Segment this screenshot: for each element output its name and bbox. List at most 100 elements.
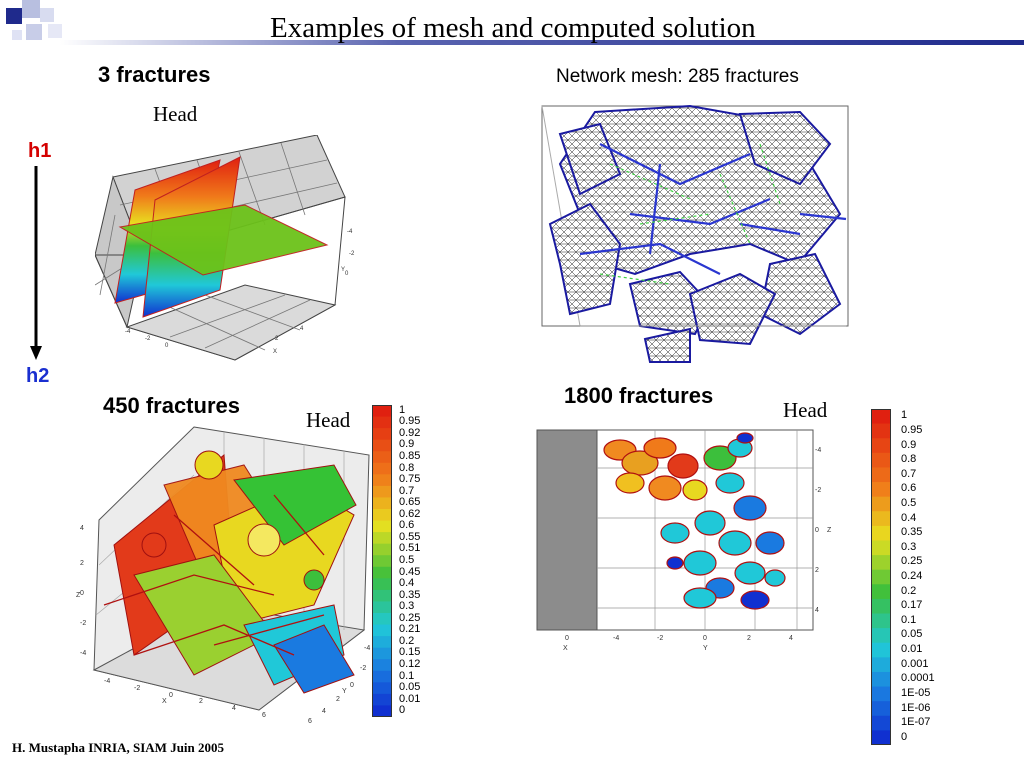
colorbar-swatch (372, 647, 392, 660)
colorbar-swatch (871, 613, 891, 629)
logo-squares (6, 0, 62, 40)
h1-label: h1 (28, 140, 52, 162)
colorbar-tick-label: 0.6 (399, 519, 415, 532)
y-tick: 0 (350, 682, 354, 689)
network-mesh-plot (541, 104, 849, 363)
colorbar-tick-label: 0.3 (901, 540, 917, 553)
colorbar-tick-label: 0.7 (399, 484, 415, 497)
z-tick: 0 (80, 590, 84, 597)
colorbar-swatch (871, 686, 891, 702)
fractures-450-plot: 4 2 0 -2 -4 Z -4 -2 0 2 4 6 X -4 -2 0 2 … (76, 426, 370, 725)
z-axis-label: Z (827, 527, 832, 534)
z-tick: 4 (80, 525, 84, 532)
y-tick: -2 (657, 635, 663, 642)
colorbar-swatch (871, 409, 891, 425)
svg-text:-4: -4 (125, 329, 131, 335)
colorbar-swatch (871, 657, 891, 673)
head-gradient-arrow (30, 166, 42, 360)
colorbar-tick-label: 0.85 (399, 450, 421, 462)
h2-label: h2 (26, 365, 50, 387)
colorbar-tick-label: 0.05 (399, 681, 421, 694)
network-mesh-title: Network mesh: 285 fractures (556, 66, 799, 87)
colorbar-tick-label: 1E-06 (901, 701, 931, 714)
colorbar-swatch (871, 642, 891, 658)
z-tick: -2 (815, 487, 821, 494)
colorbar-swatch (871, 628, 891, 644)
colorbar-swatch (871, 701, 891, 717)
three-fractures-title: 3 fractures (98, 62, 211, 87)
colorbar-swatch (372, 474, 392, 487)
colorbar-tick-label: 0.21 (399, 623, 421, 636)
three-fractures-head-label: Head (153, 102, 198, 126)
colorbar-swatch (871, 540, 891, 556)
colorbar-tick-label: 0 (901, 730, 908, 743)
colorbar-swatch (372, 589, 392, 603)
svg-text:X: X (273, 349, 277, 355)
y-tick: 2 (336, 696, 340, 703)
svg-text:Y: Y (341, 267, 345, 273)
colorbar-swatch (372, 428, 392, 441)
colorbar-tick-label: 0.01 (399, 692, 421, 705)
colorbar-tick-label: 0.001 (901, 657, 929, 670)
fractures-1800-plot: -4 -2 0 2 4 Z 0 X -4 -2 0 2 4 Y (536, 429, 832, 652)
colorbar-swatch (372, 613, 392, 626)
x-tick: 0 (565, 635, 569, 642)
colorbar-tick-label: 1 (901, 409, 908, 422)
colorbar-tick-label: 0.05 (901, 628, 923, 641)
colorbar-swatch (372, 520, 392, 533)
colorbar-tick-label: 0.75 (399, 473, 421, 486)
colorbar-tick-label: 0.62 (399, 507, 421, 520)
colorbar-tick-label: 0.95 (901, 423, 923, 436)
colorbar-swatch (372, 624, 392, 637)
colorbar-tick-label: 1E-07 (901, 716, 931, 729)
colorbar-tick-label: 0.0001 (901, 672, 935, 685)
colorbar-right (871, 409, 891, 745)
title-bar (60, 40, 1024, 45)
colorbar-tick-label: 0 (399, 704, 406, 717)
x-tick: -4 (104, 678, 110, 685)
colorbar-swatch (871, 584, 891, 600)
colorbar-tick-label: 0.4 (399, 577, 415, 590)
colorbar-swatch (372, 555, 392, 568)
colorbar-swatch (372, 462, 392, 475)
colorbar-tick-label: 1E-05 (901, 686, 931, 699)
colorbar-swatch (871, 511, 891, 527)
colorbar-swatch (871, 715, 891, 731)
colorbar-tick-label: 0.1 (399, 669, 415, 682)
y-tick: 2 (747, 635, 751, 642)
colorbar-tick-label: 0.17 (901, 599, 923, 612)
x-tick: 2 (199, 698, 203, 705)
colorbar-swatch (871, 525, 891, 542)
colorbar-swatch (372, 566, 392, 579)
colorbar-tick-label: 0.2 (399, 634, 415, 647)
z-tick: 2 (80, 560, 84, 567)
colorbar-tick-label: 0.25 (399, 611, 421, 624)
colorbar-swatch (871, 467, 891, 483)
z-tick: -4 (80, 650, 86, 657)
colorbar-tick-label: 0.1 (901, 613, 917, 626)
fractures-1800-title: 1800 fractures (564, 383, 714, 408)
slide-title: Examples of mesh and computed solution (270, 12, 756, 44)
colorbar-swatch (372, 693, 392, 707)
colorbar-swatch (372, 416, 392, 429)
y-axis-label: Y (703, 645, 708, 652)
colorbar-tick-label: 0.6 (901, 482, 917, 495)
svg-text:4: 4 (300, 326, 304, 332)
colorbar-swatch (372, 439, 392, 452)
colorbar-swatch (372, 543, 392, 556)
three-fractures-plot: -4 -2 0 -4 -2 0 2 4 Y X (95, 135, 355, 361)
x-axis-label: X (563, 645, 568, 652)
x-tick: 0 (169, 692, 173, 699)
colorbar-tick-label: 0.01 (901, 643, 923, 655)
colorbar-right-labels: 1 0.95 0.9 0.8 0.7 0.6 0.5 0.4 0.35 0.3 0.25 0.24 0.… (901, 409, 953, 745)
colorbar-swatch (372, 705, 392, 717)
colorbar-tick-label: 1 (399, 403, 406, 416)
fractures-450-title: 450 fractures (103, 393, 240, 418)
colorbar-tick-label: 0.3 (399, 600, 415, 613)
footer-credit: H. Mustapha INRIA, SIAM Juin 2005 (12, 740, 225, 755)
y-tick: -4 (364, 645, 370, 652)
svg-text:2: 2 (275, 336, 279, 342)
z-tick: 4 (815, 607, 819, 614)
colorbar-tick-label: 0.92 (399, 426, 421, 439)
colorbar-swatch (372, 659, 392, 672)
